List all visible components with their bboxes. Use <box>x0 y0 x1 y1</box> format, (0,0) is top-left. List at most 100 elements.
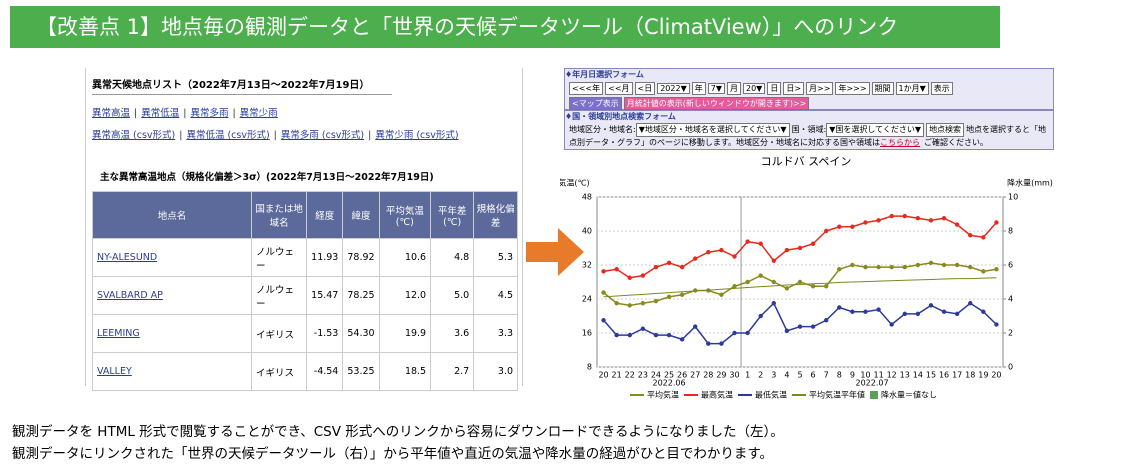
point <box>784 286 790 291</box>
button[interactable]: <日 <box>634 82 656 95</box>
link[interactable]: 異常多雨 <box>190 108 229 119</box>
point <box>745 279 750 285</box>
cell: VALLEY <box>92 352 252 391</box>
cell: 18.5 <box>378 352 432 391</box>
point <box>941 309 947 314</box>
point <box>771 258 777 263</box>
cell: 12.0 <box>378 276 432 315</box>
point <box>653 264 659 270</box>
x-tick-label: 17 <box>952 371 962 380</box>
point <box>601 318 606 323</box>
point <box>968 233 973 238</box>
x-tick-label: 2 <box>758 371 763 380</box>
header-row: 地点名 国または地域名 経度 緯度 平均気温(℃) 平年差(℃) 規格化偏差 <box>92 191 518 239</box>
row: LEEMING イギリス -1.53 54.30 19.9 3.6 3.3 <box>92 314 518 353</box>
column-header: 緯度 <box>342 191 380 239</box>
button[interactable]: 年>>> <box>835 82 870 95</box>
point <box>823 228 829 234</box>
button[interactable]: <<<年 <box>569 82 604 95</box>
button[interactable]: 月>> <box>806 82 834 95</box>
legend-label: 平均気温平年値 <box>809 390 865 400</box>
button[interactable]: 20▼ <box>742 83 766 94</box>
button[interactable]: 日> <box>783 82 805 95</box>
point <box>706 341 711 346</box>
point <box>902 213 907 219</box>
link[interactable]: 異常少雨 (csv形式) <box>375 130 459 141</box>
button[interactable]: 月 <box>726 82 741 95</box>
link[interactable]: 異常低温 <box>141 108 180 119</box>
point <box>679 264 685 270</box>
point <box>994 322 999 327</box>
country-select[interactable]: ▼国を選択してください▼ <box>826 123 925 137</box>
button[interactable]: 日 <box>767 82 782 95</box>
point <box>797 279 803 285</box>
cell: 11.93 <box>306 238 344 277</box>
point <box>810 241 816 246</box>
point <box>981 269 986 274</box>
button[interactable]: 7▼ <box>707 83 725 94</box>
x-tick-label: 26 <box>677 371 687 380</box>
monthly-button[interactable]: 月統計値の表示(新しいウィンドウが開きます)>> <box>623 97 810 110</box>
button[interactable]: 表示 <box>930 82 953 95</box>
column-header: 平均気温(℃) <box>378 191 432 239</box>
x-tick-label: 20 <box>598 371 608 380</box>
point <box>954 311 960 317</box>
cell: イギリス <box>250 314 308 353</box>
y-tick-label: 40 <box>582 227 592 236</box>
point <box>653 332 659 338</box>
point <box>719 292 724 297</box>
legend-label: 最高気温 <box>701 390 733 400</box>
cell: 78.25 <box>342 276 380 315</box>
link[interactable]: 異常高温 (csv形式) <box>92 130 176 141</box>
point <box>902 264 907 270</box>
point <box>666 260 672 266</box>
column-header: 地点名 <box>92 191 252 239</box>
cell: NY-ALESUND <box>92 238 252 277</box>
point <box>902 311 907 317</box>
button[interactable]: <<月 <box>605 82 633 95</box>
map-button[interactable]: <マップ表示 <box>569 97 622 110</box>
table-title: 主な異常高温地点（規格化偏差＞3σ）(2022年7月13日～2022年7月19日… <box>100 172 434 183</box>
point <box>941 216 947 221</box>
point <box>706 250 711 255</box>
month-label: 2022.06 <box>652 379 685 388</box>
note-link[interactable]: こちらから <box>880 138 921 147</box>
button[interactable]: 年 <box>691 82 706 95</box>
column-header: 規格化偏差 <box>473 191 518 239</box>
point <box>981 235 986 240</box>
point <box>640 273 646 278</box>
cell: 3.6 <box>430 314 475 353</box>
link[interactable]: 異常少雨 <box>239 108 278 119</box>
x-tick-label: 6 <box>811 371 816 380</box>
link[interactable]: 異常高温 <box>92 108 131 119</box>
point <box>693 324 698 329</box>
point <box>850 224 855 229</box>
cell: 15.47 <box>306 276 344 315</box>
cell: ノルウェー <box>250 276 308 315</box>
y-tick-label: 24 <box>582 295 592 304</box>
cell: 3.3 <box>473 314 518 353</box>
button[interactable]: 1か月▼ <box>895 82 929 95</box>
y-tick-label: 32 <box>582 261 592 270</box>
separator: | <box>273 130 277 141</box>
region-select[interactable]: ▼地域区分・地域名を選択してください▼ <box>635 123 790 137</box>
x-tick-label: 8 <box>837 371 842 380</box>
search-button[interactable]: 地点検索 <box>926 123 965 137</box>
x-tick-label: 15 <box>926 371 936 380</box>
point <box>797 245 803 251</box>
cell: ノルウェー <box>250 238 308 277</box>
button[interactable]: 2022▼ <box>657 83 690 94</box>
column-header: 国または地域名 <box>250 191 308 239</box>
button[interactable]: 期間 <box>871 82 894 95</box>
form-title: ♦年月日選択フォーム <box>565 70 644 79</box>
label: 地域区分・地域名: <box>569 125 636 134</box>
cell: -4.54 <box>306 352 344 391</box>
point <box>863 220 868 225</box>
link[interactable]: 異常低温 (csv形式) <box>186 130 270 141</box>
point <box>810 324 816 329</box>
y2-axis-label: 降水量(mm) <box>1007 178 1053 188</box>
point <box>797 324 803 329</box>
point <box>601 269 606 274</box>
link[interactable]: 異常多雨 (csv形式) <box>280 130 365 141</box>
column-header: 平年差(℃) <box>430 191 475 239</box>
